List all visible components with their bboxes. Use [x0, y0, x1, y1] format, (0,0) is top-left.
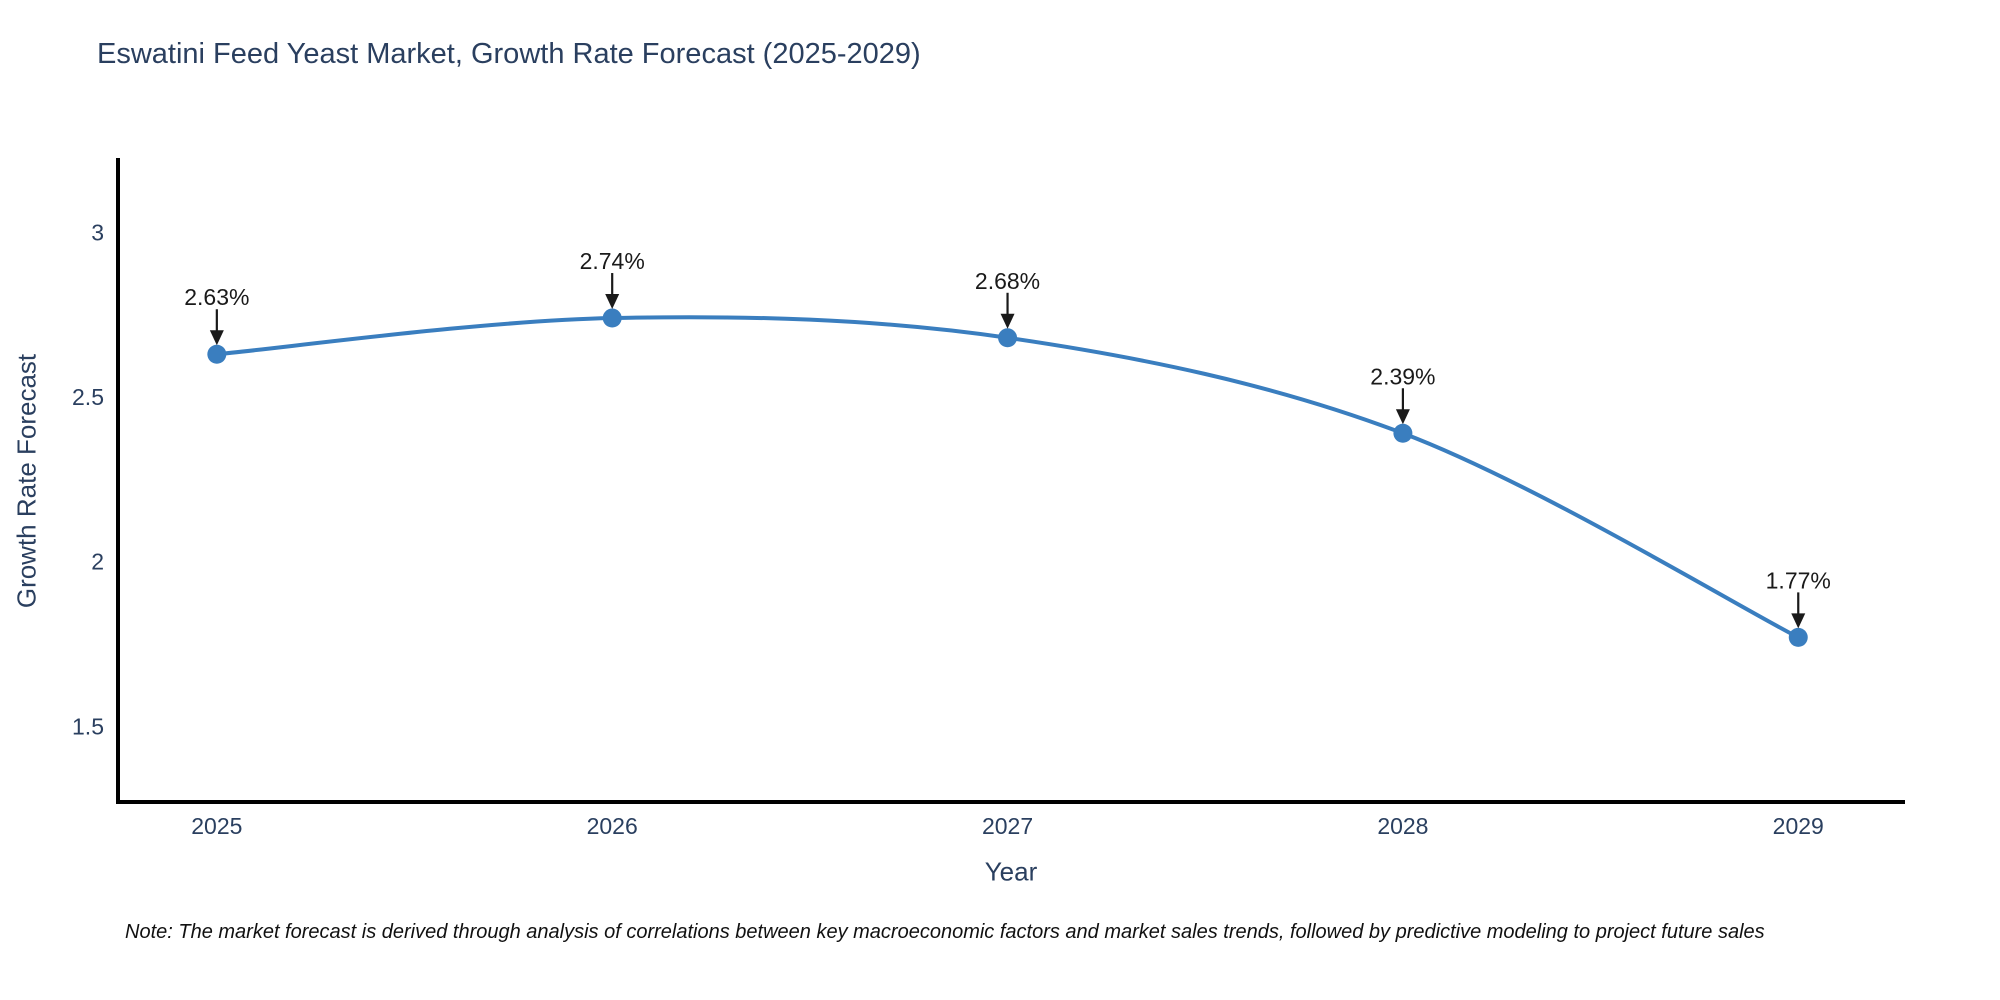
annotation-arrowhead-icon: [209, 330, 224, 346]
annotation-arrowhead-icon: [605, 294, 620, 310]
data-point-label: 2.74%: [580, 248, 645, 274]
y-tick-label: 2.5: [72, 384, 104, 410]
x-tick-label: 2027: [982, 813, 1033, 839]
data-point-marker[interactable]: [207, 344, 227, 364]
data-point-marker[interactable]: [1788, 627, 1808, 647]
data-point-marker[interactable]: [602, 308, 622, 328]
x-tick-label: 2028: [1377, 813, 1428, 839]
annotation-arrowhead-icon: [1395, 409, 1410, 425]
annotation-arrowhead-icon: [1000, 313, 1015, 329]
chart-title: Eswatini Feed Yeast Market, Growth Rate …: [97, 38, 921, 70]
data-point-label: 2.68%: [975, 268, 1040, 294]
data-point-marker[interactable]: [998, 328, 1018, 348]
data-point-marker[interactable]: [1393, 423, 1413, 443]
x-tick-label: 2026: [587, 813, 638, 839]
y-tick-label: 3: [91, 219, 104, 245]
y-tick-label: 1.5: [72, 713, 104, 739]
data-point-label: 2.63%: [184, 284, 249, 310]
data-point-label: 1.77%: [1766, 567, 1831, 593]
x-tick-label: 2025: [191, 813, 242, 839]
line-series: [214, 315, 1801, 640]
footnote: Note: The market forecast is derived thr…: [125, 921, 1765, 943]
data-point-label: 2.39%: [1370, 363, 1435, 389]
x-tick-label: 2029: [1773, 813, 1824, 839]
y-tick-label: 2: [91, 549, 104, 575]
annotation-arrowhead-icon: [1791, 613, 1806, 629]
x-axis-title: Year: [984, 856, 1038, 887]
